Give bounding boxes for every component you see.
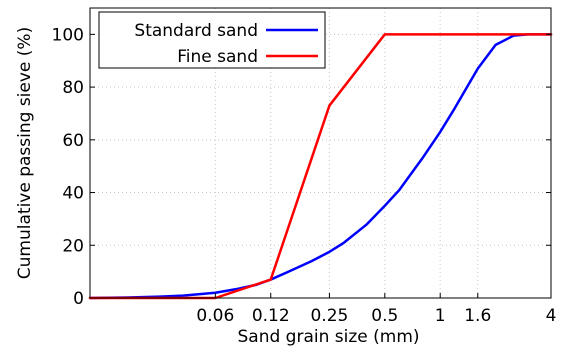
y-tick-label: 20 xyxy=(62,236,84,256)
y-tick-label: 40 xyxy=(62,184,84,204)
x-tick-label: 1.6 xyxy=(464,306,491,326)
legend-label-fine-sand: Fine sand xyxy=(177,47,258,67)
y-tick-label: 60 xyxy=(62,131,84,151)
series-line-fine-sand xyxy=(88,33,553,300)
tick-layer: 0 20 40 60 80 100 0.06 0.12 0.25 0.5 1 1.6 4 xyxy=(52,25,557,326)
y-tick-label: 80 xyxy=(62,78,84,98)
series-layer xyxy=(88,33,553,300)
x-tick-label: 0.25 xyxy=(310,306,348,326)
legend-box xyxy=(98,11,326,69)
series-line-standard-sand xyxy=(88,33,553,300)
legend-label-standard-sand: Standard sand xyxy=(134,21,258,41)
x-axis-label: Sand grain size (mm) xyxy=(237,327,419,347)
x-tick-label: 4 xyxy=(546,306,557,326)
x-tick-label: 0.12 xyxy=(252,306,290,326)
x-tick-label: 1 xyxy=(435,306,446,326)
x-tick-label: 0.5 xyxy=(371,306,398,326)
y-tick-label: 0 xyxy=(73,289,84,309)
legend: Standard sand Fine sand xyxy=(98,11,326,69)
y-axis-label: Cumulative passing sieve (%) xyxy=(15,27,35,279)
y-tick-label: 100 xyxy=(52,25,84,45)
plot-frame xyxy=(89,7,552,299)
x-tick-label: 0.06 xyxy=(196,306,234,326)
